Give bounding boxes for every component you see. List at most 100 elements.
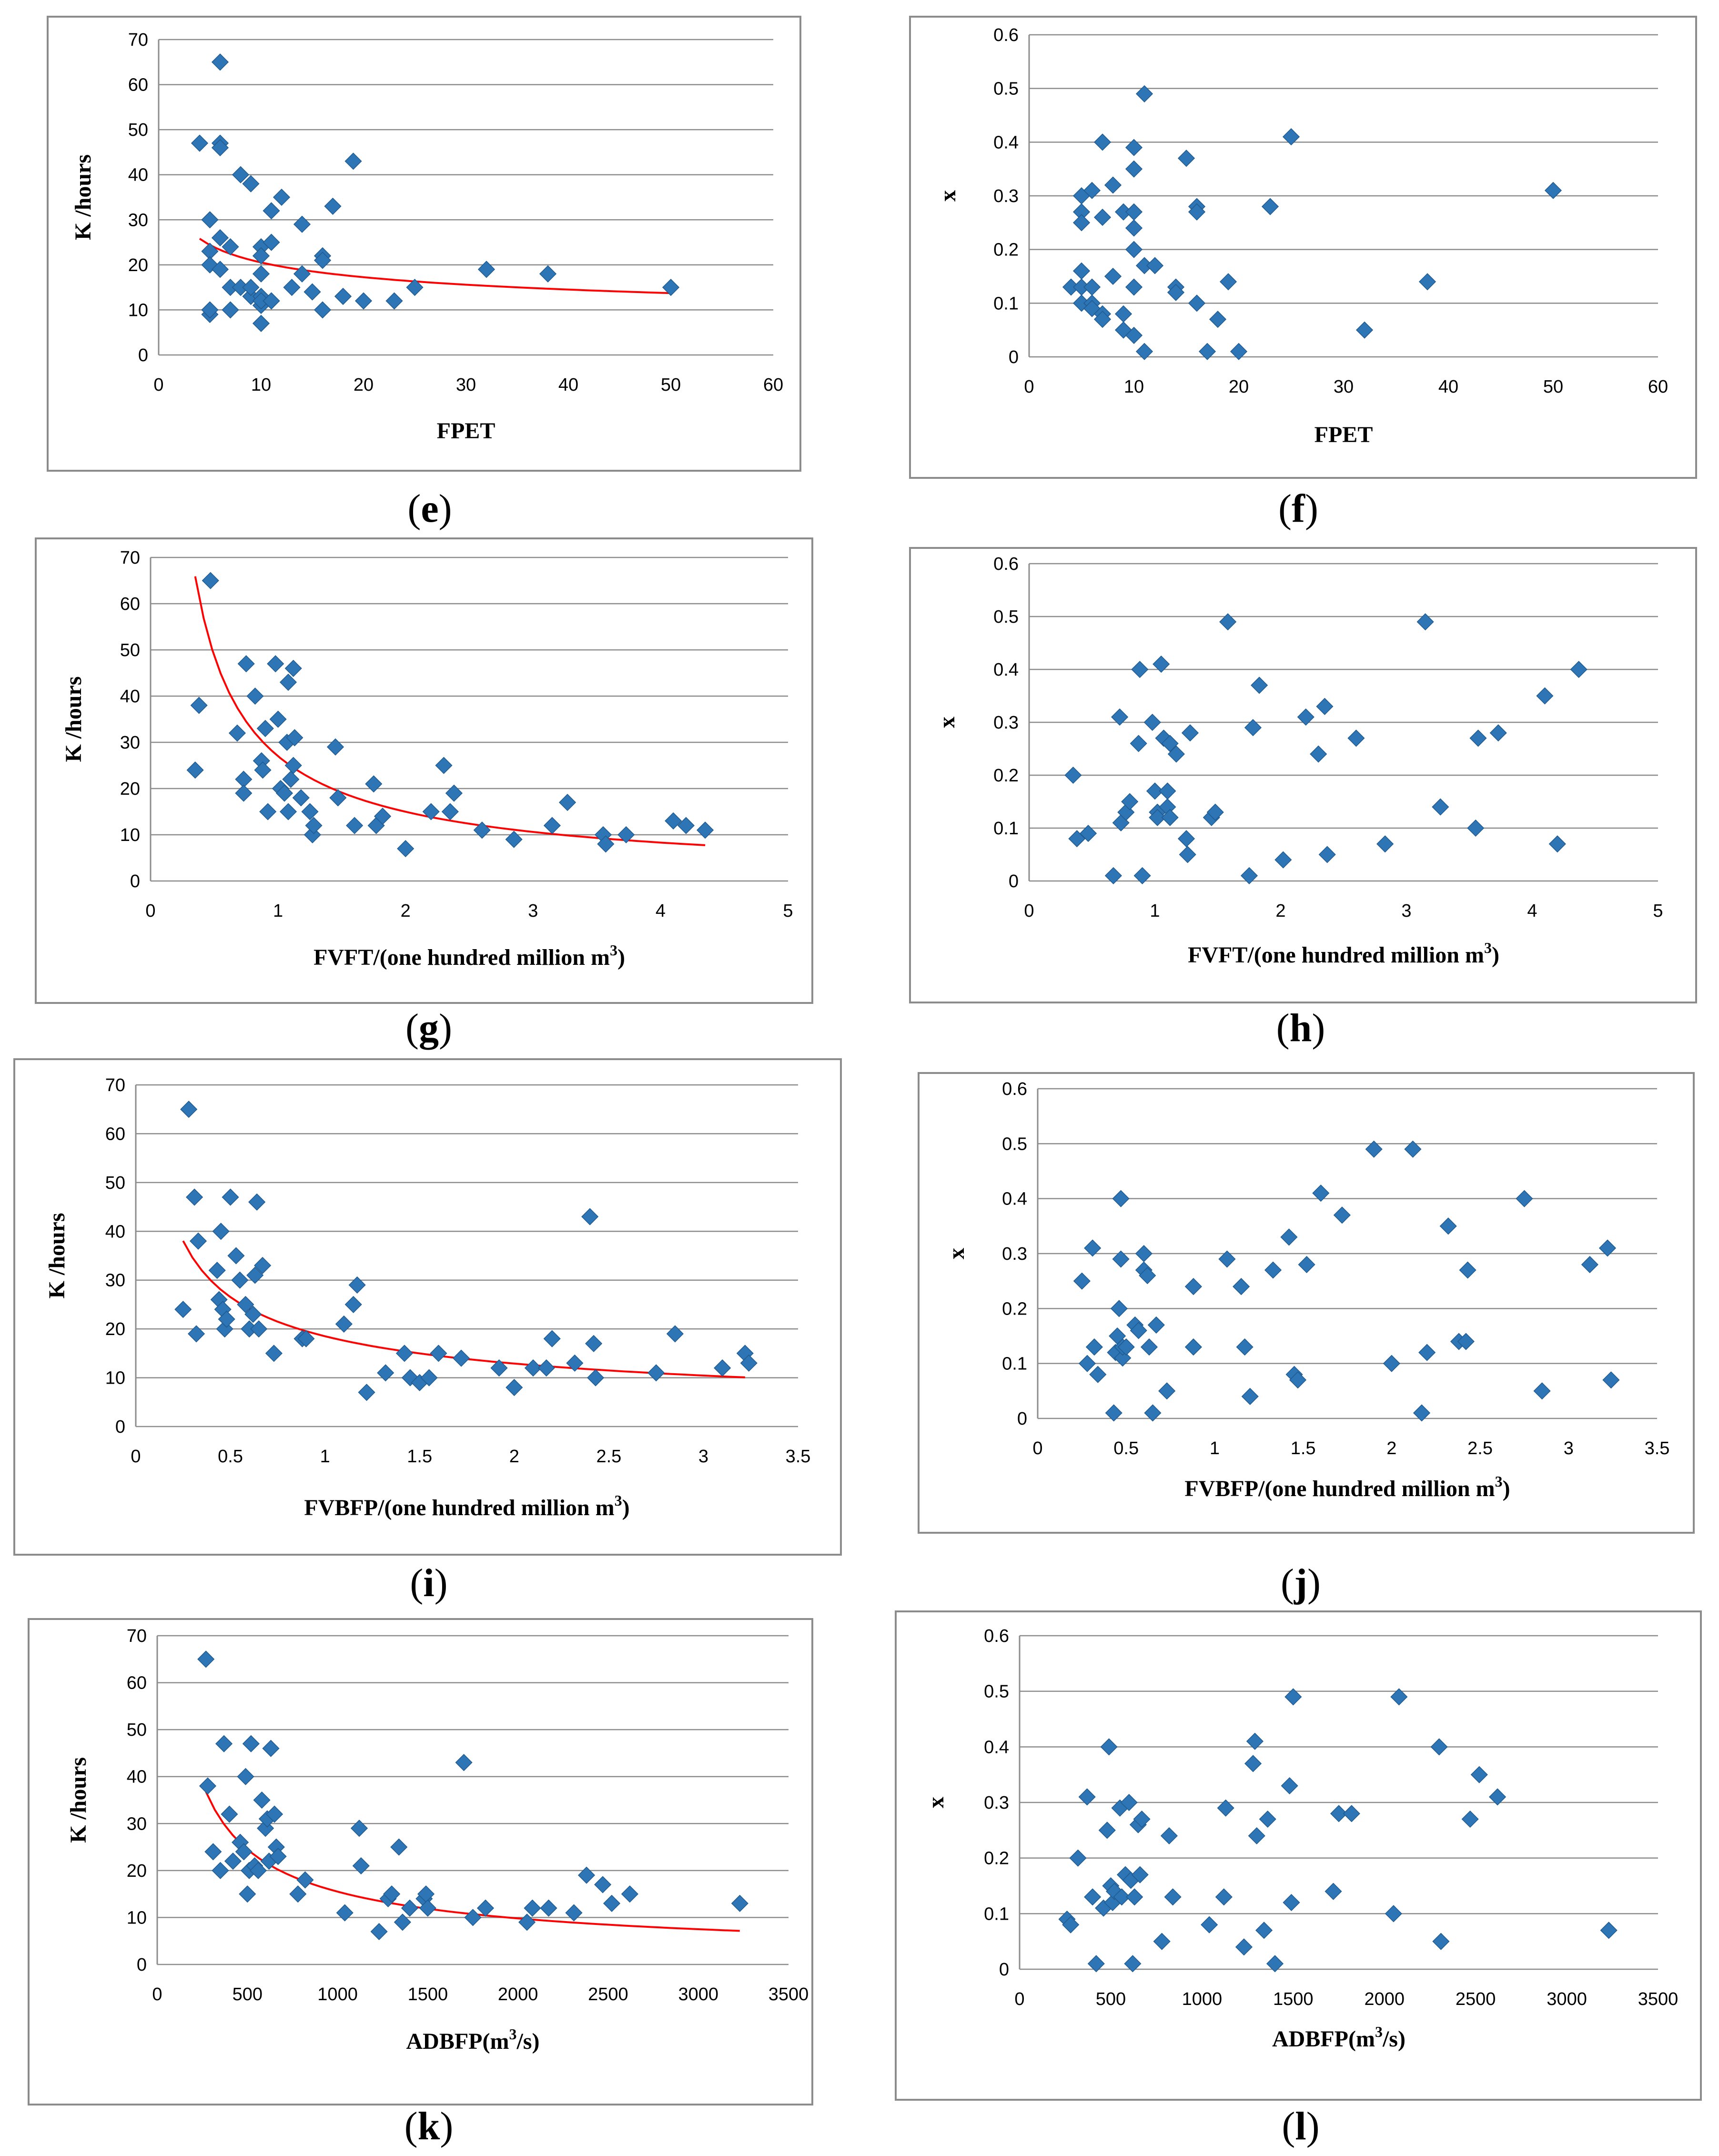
x-tick-label: 1 [273, 901, 283, 921]
data-point [1093, 311, 1112, 328]
y-tick-label: 30 [128, 210, 148, 230]
data-point [581, 1208, 599, 1225]
data-point [1215, 1888, 1233, 1906]
data-point [266, 1805, 283, 1823]
data-point [1080, 825, 1097, 842]
data-point [1298, 1256, 1315, 1274]
x-tick-label: 4 [1527, 901, 1537, 921]
y-tick-label: 10 [120, 825, 140, 845]
y-tick-label: 0.1 [993, 294, 1019, 314]
data-point [1318, 846, 1336, 863]
data-point [1104, 267, 1122, 285]
data-point [252, 265, 270, 283]
trend-line [199, 238, 671, 294]
chart-frame [918, 1072, 1695, 1534]
x-tick-label: 2500 [588, 1984, 628, 2004]
data-point [1105, 1404, 1122, 1422]
y-tick-label: 0.4 [993, 660, 1019, 680]
data-point [1470, 1766, 1488, 1783]
y-tick-label: 30 [105, 1271, 125, 1291]
data-point [1333, 1206, 1351, 1224]
data-point [1570, 660, 1588, 678]
data-point [524, 1899, 541, 1917]
data-point [617, 826, 635, 844]
data-point [201, 301, 219, 319]
data-point [665, 812, 682, 830]
data-point [1083, 278, 1101, 296]
y-tick-label: 0 [115, 1417, 125, 1437]
data-point [1206, 803, 1224, 821]
data-point [211, 229, 229, 247]
x-tick-label: 3.5 [786, 1447, 811, 1467]
data-point [1430, 1738, 1448, 1756]
trend-line [194, 576, 706, 846]
y-tick-label: 0.3 [1002, 1244, 1027, 1264]
data-point [1064, 766, 1082, 784]
data-point [473, 821, 491, 839]
y-axis-label: K /hours [66, 1757, 91, 1843]
data-point [1533, 1382, 1551, 1400]
data-point [344, 152, 362, 170]
x-tick-label: 3.5 [1645, 1438, 1670, 1458]
data-point [1098, 1822, 1116, 1839]
data-point [365, 775, 383, 793]
y-tick-label: 10 [128, 300, 148, 320]
y-tick-label: 0 [999, 1960, 1009, 1980]
y-tick-label: 0.4 [984, 1737, 1009, 1757]
data-point [1459, 1261, 1476, 1279]
x-axis-label-main: ADBFP(m [406, 2029, 509, 2054]
data-point [263, 233, 280, 251]
x-tick-label: 3000 [678, 1984, 718, 2004]
data-point [1312, 1184, 1330, 1202]
x-axis-label-end: ) [617, 945, 625, 970]
x-tick-label: 0 [1024, 377, 1034, 397]
data-point [1600, 1922, 1618, 1939]
data-point [269, 710, 287, 728]
data-point [1217, 1799, 1234, 1817]
data-point [189, 1232, 207, 1250]
y-tick-label: 0.2 [984, 1849, 1009, 1869]
data-point [1432, 798, 1449, 816]
data-point [174, 1301, 192, 1318]
data-point [586, 1369, 605, 1387]
data-point [490, 1359, 508, 1377]
data-point [506, 1378, 523, 1397]
y-tick-label: 50 [120, 640, 140, 660]
x-axis-label: FVFT/(one hundred million m3) [1188, 939, 1499, 968]
data-point [254, 1256, 272, 1275]
y-tick-label: 50 [105, 1173, 125, 1193]
data-point [1241, 1387, 1259, 1405]
panel-label: (f) [1278, 486, 1318, 531]
data-point [464, 1909, 482, 1926]
data-point [232, 166, 250, 183]
data-point [1100, 1738, 1118, 1756]
data-point [537, 1359, 555, 1377]
chart-panel-l: 0 0.1 0.2 0.3 0.4 0.5 0.6 0 500 1000 1500 2000 2500 3… [895, 1610, 1702, 2148]
data-point [558, 794, 576, 811]
data-point [1073, 1272, 1091, 1290]
x-tick-label: 500 [1096, 1989, 1126, 2009]
data-point [1112, 1190, 1130, 1207]
y-tick-label: 30 [120, 733, 140, 753]
data-point [539, 265, 557, 283]
data-point [370, 1923, 388, 1941]
data-point [1347, 729, 1365, 747]
y-tick-label: 0.6 [993, 554, 1019, 574]
data-point [301, 803, 319, 820]
data-point [191, 134, 209, 152]
x-axis-label-main: FVBFP/(one hundred million m [1184, 1476, 1495, 1501]
data-point [1083, 182, 1101, 199]
y-tick-label: 0 [138, 345, 148, 365]
data-point [1418, 1344, 1436, 1361]
data-point [242, 279, 260, 296]
data-point [259, 803, 277, 820]
x-tick-label: 1.5 [1291, 1438, 1316, 1458]
y-tick-label: 0.2 [993, 766, 1019, 786]
x-tick-label: 1.5 [407, 1447, 432, 1467]
data-point [543, 817, 561, 834]
data-point [1072, 262, 1091, 280]
data-point [1125, 139, 1143, 156]
y-tick-label: 10 [105, 1368, 125, 1388]
data-point [377, 1364, 394, 1382]
data-point [1261, 198, 1279, 215]
